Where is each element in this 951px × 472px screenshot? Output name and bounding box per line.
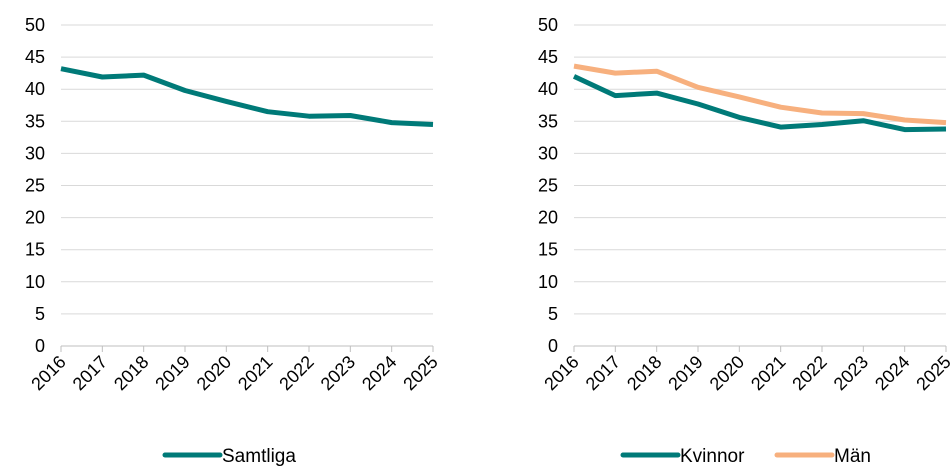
y-tick-label: 45 xyxy=(538,47,558,67)
x-tick-label: 2020 xyxy=(706,352,748,394)
x-tick-label: 2021 xyxy=(234,352,276,394)
x-tick-label: 2016 xyxy=(540,352,582,394)
x-tick-label: 2024 xyxy=(358,352,400,394)
legend-label: Män xyxy=(834,446,871,467)
x-tick-label: 2018 xyxy=(110,352,152,394)
y-tick-label: 25 xyxy=(25,176,45,196)
y-tick-label: 20 xyxy=(538,208,558,228)
y-tick-label: 0 xyxy=(548,336,558,356)
x-tick-label: 2021 xyxy=(747,352,789,394)
y-tick-label: 10 xyxy=(538,272,558,292)
x-tick-label: 2022 xyxy=(275,352,317,394)
series-line-samtliga xyxy=(61,69,433,125)
y-tick-label: 40 xyxy=(538,79,558,99)
y-tick-label: 10 xyxy=(25,272,45,292)
chart-right: 0510152025303540455020162017201820192020… xyxy=(538,15,951,467)
x-tick-label: 2023 xyxy=(317,352,359,394)
x-tick-label: 2017 xyxy=(582,352,624,394)
y-tick-label: 45 xyxy=(25,47,45,67)
y-tick-label: 35 xyxy=(25,111,45,131)
x-tick-label: 2017 xyxy=(69,352,111,394)
x-tick-label: 2018 xyxy=(623,352,665,394)
y-tick-label: 50 xyxy=(538,15,558,35)
x-tick-label: 2023 xyxy=(830,352,872,394)
y-tick-label: 0 xyxy=(35,336,45,356)
x-tick-label: 2019 xyxy=(664,352,706,394)
legend-label: Samtliga xyxy=(222,446,296,467)
x-tick-label: 2024 xyxy=(871,352,913,394)
x-tick-label: 2025 xyxy=(912,352,951,394)
x-tick-label: 2025 xyxy=(399,352,441,394)
y-tick-label: 15 xyxy=(538,240,558,260)
y-tick-label: 30 xyxy=(538,143,558,163)
y-tick-label: 5 xyxy=(548,304,558,324)
y-tick-label: 5 xyxy=(35,304,45,324)
y-tick-label: 15 xyxy=(25,240,45,260)
legend-label: Kvinnor xyxy=(680,446,745,467)
chart-left: 0510152025303540455020162017201820192020… xyxy=(25,15,442,467)
y-tick-label: 20 xyxy=(25,208,45,228)
y-tick-label: 30 xyxy=(25,143,45,163)
y-tick-label: 35 xyxy=(538,111,558,131)
x-tick-label: 2022 xyxy=(788,352,830,394)
x-tick-label: 2020 xyxy=(193,352,235,394)
y-tick-label: 50 xyxy=(25,15,45,35)
x-tick-label: 2016 xyxy=(27,352,69,394)
y-tick-label: 40 xyxy=(25,79,45,99)
y-tick-label: 25 xyxy=(538,176,558,196)
x-tick-label: 2019 xyxy=(151,352,193,394)
